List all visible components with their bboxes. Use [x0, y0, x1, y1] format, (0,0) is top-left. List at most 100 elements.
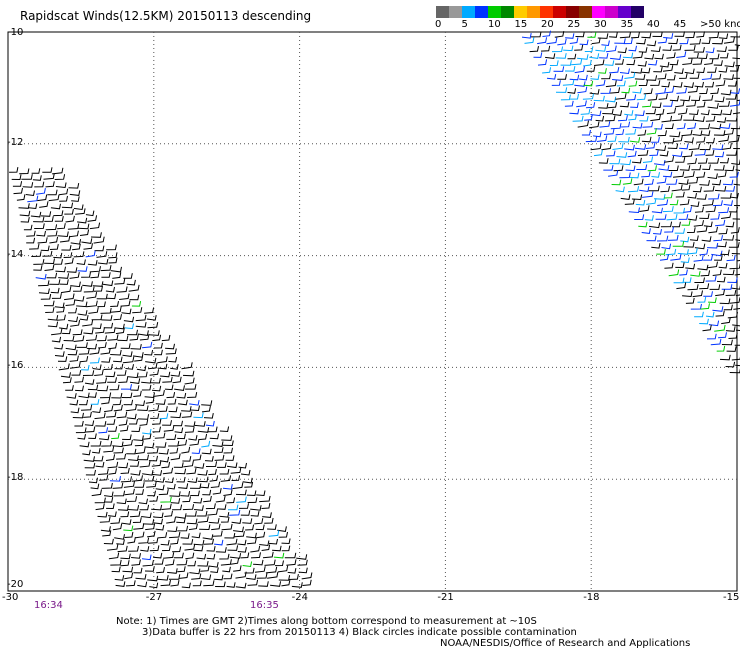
- wind-barb: [230, 467, 242, 474]
- wind-barb: [30, 211, 42, 218]
- wind-barb: [662, 206, 674, 213]
- wind-barb: [213, 574, 224, 581]
- wind-barb: [610, 123, 622, 130]
- wind-barb: [135, 314, 147, 322]
- wind-barb: [149, 582, 159, 589]
- wind-barb: [238, 462, 247, 469]
- wind-barb: [718, 67, 728, 73]
- wind-barb: [108, 257, 118, 264]
- wind-barb: [676, 282, 687, 290]
- wind-barb: [641, 136, 652, 143]
- wind-barb: [733, 183, 740, 186]
- wind-barb: [680, 95, 691, 102]
- wind-barb: [147, 322, 159, 329]
- wind-barb: [728, 242, 740, 248]
- wind-barb: [181, 582, 191, 589]
- wind-barb: [220, 559, 232, 566]
- wind-barb: [727, 277, 738, 284]
- y-tick-label: -12: [7, 136, 24, 148]
- wind-barb: [110, 517, 121, 524]
- wind-barb: [638, 47, 648, 53]
- wind-barb: [124, 323, 134, 330]
- wind-barb: [240, 552, 250, 559]
- wind-barb: [705, 115, 716, 122]
- wind-barb: [65, 215, 75, 223]
- wind-barb: [712, 200, 723, 207]
- wind-barb: [127, 536, 136, 544]
- wind-barb: [197, 476, 209, 483]
- wind-barb: [245, 524, 255, 531]
- wind-barb: [130, 344, 142, 350]
- wind-barb: [26, 237, 36, 244]
- wind-barb: [625, 128, 637, 135]
- wind-barb: [121, 519, 132, 525]
- wind-barb: [226, 462, 238, 469]
- wind-barb: [124, 488, 135, 496]
- wind-barb: [155, 524, 165, 531]
- wind-barb: [722, 235, 735, 241]
- wind-barb: [170, 371, 181, 377]
- wind-barb: [163, 425, 175, 432]
- wind-barb: [126, 448, 137, 455]
- wind-barb: [69, 362, 81, 369]
- wind-barb: [45, 181, 55, 188]
- wind-barb: [175, 513, 187, 519]
- wind-barb: [54, 174, 66, 180]
- wind-barb: [677, 108, 688, 115]
- wind-barb: [687, 122, 697, 130]
- wind-barb: [608, 170, 619, 177]
- wind-barb: [672, 171, 685, 178]
- wind-barb: [66, 267, 78, 273]
- wind-barb: [664, 262, 674, 269]
- wind-barb: [274, 560, 284, 567]
- wind-barb: [120, 467, 130, 474]
- wind-barb: [149, 545, 160, 552]
- wind-barb: [611, 179, 622, 186]
- wind-barb: [705, 311, 715, 318]
- wind-barb: [581, 129, 591, 136]
- wind-barb: [700, 303, 710, 310]
- wind-barb: [672, 44, 682, 51]
- wind-barb: [54, 343, 64, 350]
- wind-barb: [630, 102, 639, 109]
- wind-barb: [136, 365, 147, 372]
- wind-barb: [709, 53, 720, 60]
- wind-barb: [297, 559, 308, 566]
- wind-barb: [708, 32, 720, 39]
- wind-barb: [138, 498, 148, 505]
- wind-barb: [144, 392, 155, 399]
- wind-barb: [633, 178, 644, 186]
- wind-barb: [247, 497, 258, 503]
- wind-barb: [729, 263, 740, 270]
- wind-barb: [230, 558, 240, 565]
- wind-barb: [671, 114, 683, 122]
- wind-barb: [734, 273, 740, 276]
- wind-barb: [242, 477, 253, 484]
- wind-barb: [731, 253, 740, 255]
- wind-barb: [569, 37, 579, 44]
- wind-barb: [576, 100, 587, 108]
- wind-barb: [123, 316, 135, 323]
- wind-barb: [634, 110, 645, 117]
- wind-barb: [702, 94, 714, 101]
- wind-barb: [647, 165, 657, 172]
- wind-barb: [189, 483, 202, 489]
- wind-barb: [31, 251, 42, 257]
- wind-barb: [278, 531, 288, 538]
- wind-barb: [69, 355, 79, 362]
- wind-barb: [93, 236, 105, 244]
- wind-barb: [84, 420, 95, 427]
- note-line-1: Note: 1) Times are GMT 2)Times along bot…: [116, 616, 537, 627]
- wind-barb: [604, 60, 615, 66]
- wind-barb: [732, 324, 740, 327]
- wind-barb: [262, 512, 272, 518]
- wind-barb: [616, 80, 626, 87]
- wind-barb: [135, 489, 144, 495]
- wind-barb: [186, 511, 197, 517]
- wind-barb: [47, 315, 59, 321]
- wind-barb: [666, 107, 677, 115]
- wind-barb: [91, 489, 102, 497]
- wind-barb: [65, 385, 74, 391]
- wind-barb: [129, 294, 140, 301]
- wind-barb: [645, 108, 657, 115]
